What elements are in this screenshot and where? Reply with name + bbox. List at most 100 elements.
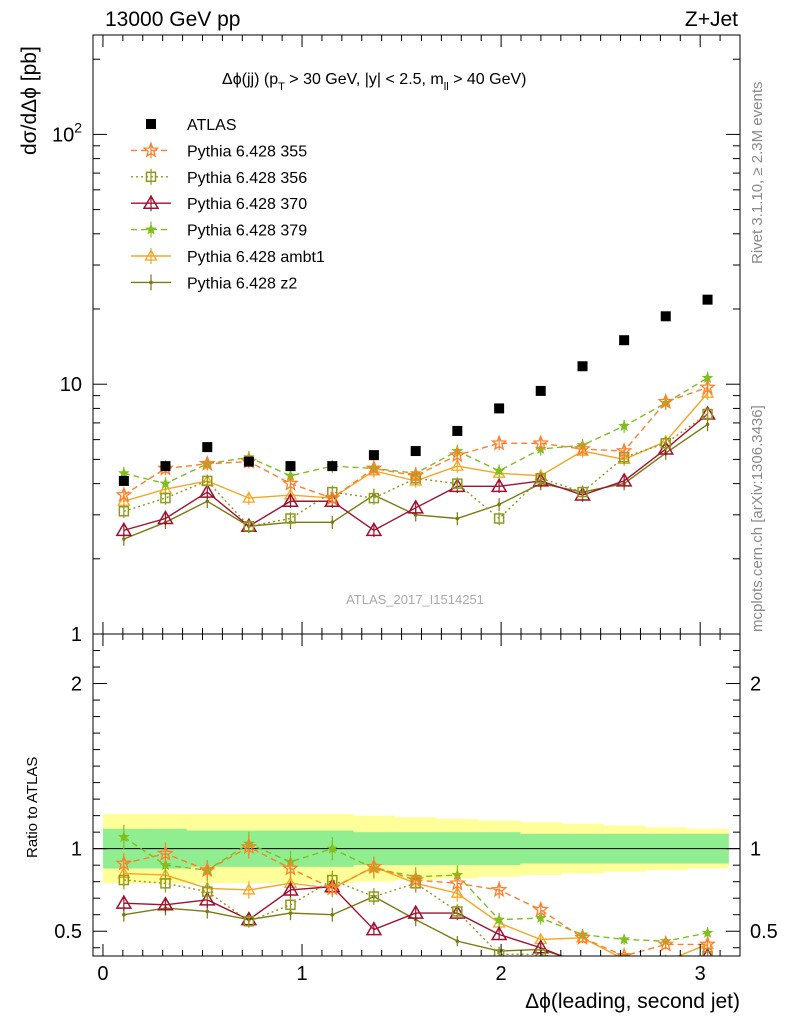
ratio-point-ambt1 (242, 883, 256, 895)
main-point-p355 (282, 474, 299, 491)
ratio-ylabel: Ratio to ATLAS (24, 757, 41, 858)
legend-label-p356: Pythia 6.428 356 (187, 170, 307, 187)
ratio-point-p356 (661, 958, 670, 967)
y-tick-label: 10 (60, 374, 82, 396)
main-point-p356 (202, 475, 213, 487)
ratio-point-p379 (493, 913, 505, 925)
main-point-p356 (118, 506, 130, 517)
ratio-y-tick-label-right: 0.5 (750, 921, 778, 943)
rivet-label: Rivet 3.1.10, ≥ 2.3M events (749, 82, 766, 265)
x-tick-label: 2 (496, 963, 507, 985)
main-point-p370 (449, 477, 466, 493)
header-left: 13000 GeV pp (105, 8, 240, 31)
legend: ATLAS Pythia 6.428 355 Pythia 6.428 356 Pyt… (131, 117, 325, 292)
ratio-point-p370 (198, 891, 216, 906)
legend-marker-z2 (149, 280, 153, 285)
legend-label-p379: Pythia 6.428 379 (187, 223, 307, 240)
ratio-point-z2 (622, 967, 626, 971)
main-point-p370 (198, 483, 216, 498)
ratio-point-p379 (701, 926, 714, 938)
main-point-p379 (493, 464, 505, 476)
main-point-p356 (285, 513, 296, 524)
ratio-point-p355 (657, 935, 675, 952)
main-point-atlas (535, 385, 546, 396)
x-tick-label: 1 (296, 963, 307, 985)
main-point-atlas (577, 361, 588, 372)
main-point-p356 (577, 486, 588, 498)
main-point-p356 (452, 478, 463, 489)
main-point-p355 (115, 486, 133, 503)
ratio-point-p370 (490, 926, 508, 941)
ratio-point-p355 (115, 854, 133, 871)
main-point-z2 (497, 502, 501, 507)
ratio-point-p355 (699, 935, 716, 952)
main-point-atlas (660, 311, 671, 322)
ratio-y-tick-label-right: 2 (750, 674, 761, 696)
ratio-point-p355 (282, 859, 299, 876)
ratio-y-tick-label: 0.5 (54, 921, 82, 943)
ratio-point-z2 (455, 939, 460, 943)
main-point-p356 (535, 473, 546, 484)
ratio-point-p379 (618, 933, 630, 945)
ratio-point-p356 (578, 958, 587, 967)
ratio-point-p355 (615, 947, 633, 956)
ratio-point-p356 (160, 878, 171, 889)
ratio-panel: 0 1 2 3 0.5 0.5 1 1 2 2 Ratio to ATLAS Δϕ(leading… (24, 633, 778, 1013)
ratio-point-p356 (118, 874, 130, 886)
main-point-z2 (413, 513, 418, 517)
ratio-point-p370 (282, 881, 299, 896)
main-point-atlas (619, 335, 630, 346)
main-point-atlas (118, 475, 129, 486)
main-point-z2 (122, 537, 126, 541)
legend-label-ambt1: Pythia 6.428 ambt1 (187, 249, 325, 266)
main-point-z2 (455, 516, 460, 521)
main-point-atlas (160, 461, 171, 472)
ratio-point-p379 (535, 911, 547, 923)
main-point-p379 (118, 467, 130, 479)
main-point-p356 (243, 520, 255, 532)
ratio-point-z2 (205, 909, 210, 914)
main-axes: 1 10 102 (52, 35, 740, 646)
main-point-p356 (660, 438, 671, 449)
x-tick-label: 0 (97, 963, 108, 985)
mcplots-label: mcplots.cern.ch [arXiv:1306.3436] (749, 405, 766, 632)
ratio-point-p370 (702, 947, 713, 956)
ratio-point-p355 (490, 881, 508, 898)
ratio-point-p355 (323, 879, 341, 896)
legend-label-atlas: ATLAS (187, 117, 237, 134)
ratio-point-p356 (702, 950, 713, 956)
main-point-p370 (532, 472, 550, 487)
main-point-atlas (327, 461, 338, 472)
ratio-point-p370 (407, 904, 425, 919)
legend-marker-p356 (145, 171, 157, 183)
watermark: ATLAS_2017_I1514251 (346, 592, 484, 607)
ratio-point-z2 (664, 966, 668, 970)
main-panel: 1 10 102 Δϕ(jj) (pT > 30 GeV, |y| < 2.5, m… (18, 34, 741, 646)
ratio-point-p355 (198, 861, 216, 878)
main-point-p379 (618, 419, 630, 431)
main-ylabel: dσ/dΔϕ [pb] (18, 46, 41, 155)
main-plot-area (115, 294, 716, 546)
main-point-p355 (157, 459, 174, 476)
main-point-p355 (574, 440, 591, 457)
legend-marker-atlas (146, 119, 156, 129)
legend-label-p370: Pythia 6.428 370 (187, 196, 307, 213)
ratio-point-p355 (157, 844, 174, 861)
ratio-point-z2 (581, 961, 585, 965)
legend-label-z2: Pythia 6.428 z2 (187, 275, 297, 292)
main-point-p355 (407, 467, 425, 483)
main-point-atlas (243, 456, 254, 467)
main-point-p355 (657, 392, 675, 409)
main-point-p355 (490, 434, 508, 451)
main-point-p370 (282, 492, 299, 507)
ratio-point-p356 (243, 916, 255, 927)
ratio-point-z2 (706, 959, 710, 963)
ratio-line-p356 (123, 879, 708, 956)
ratio-point-ambt1 (450, 886, 464, 898)
main-point-p370 (365, 521, 383, 537)
ratio-point-p355 (449, 874, 466, 891)
ratio-point-p355 (365, 858, 383, 874)
ratio-point-ambt1 (664, 954, 667, 956)
main-point-p370 (115, 521, 133, 537)
main-point-atlas (452, 425, 463, 436)
